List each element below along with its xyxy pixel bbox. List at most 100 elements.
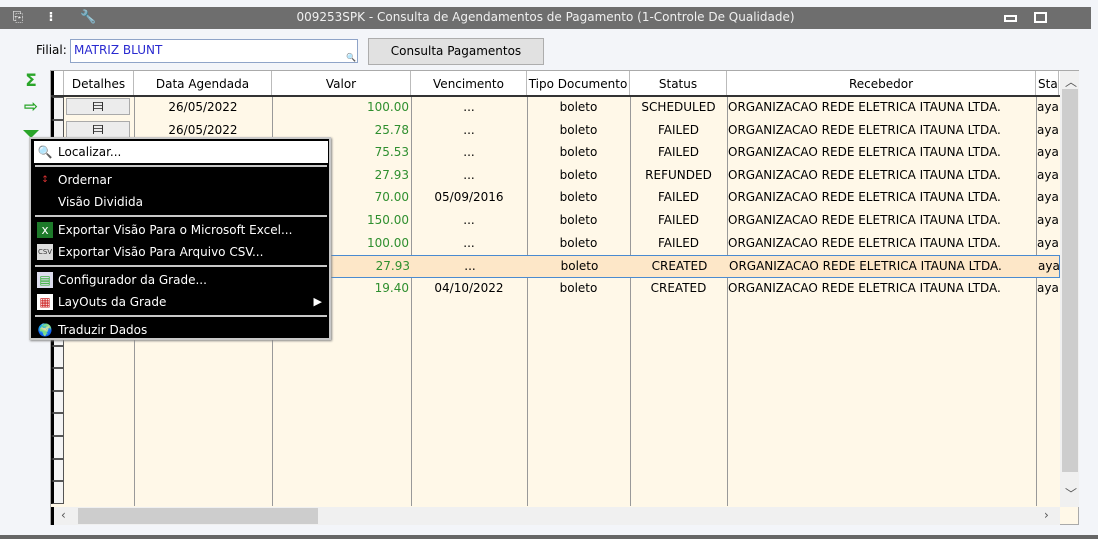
cell-valor: 150.00 (367, 213, 409, 227)
cell-valor: 75.53 (374, 145, 409, 160)
cell-vencimento: ... (463, 145, 475, 160)
layout-icon: ▦ (37, 294, 53, 310)
cell-recebedor: ORGANIZACAO REDE ELETRICA ITAUNA LTDA. (728, 167, 1001, 182)
row-indicator-header (51, 71, 64, 95)
cell-recebedor: ORGANIZACAO REDE ELETRICA ITAUNA LTDA. (728, 213, 1001, 227)
details-button[interactable] (66, 120, 130, 138)
traffic-light-icon[interactable]: ⁝ (48, 10, 54, 25)
row-indicator (51, 345, 64, 369)
export-icon[interactable]: ⎘ (12, 10, 24, 25)
cell-status: REFUNDED (645, 167, 712, 182)
cell-valor: 27.93 (375, 259, 410, 274)
cell-tipo: boleto (560, 259, 599, 274)
row-indicator (51, 390, 64, 414)
cell-tipo: boleto (559, 145, 598, 160)
horizontal-scrollbar[interactable]: ‹ › (51, 507, 1060, 525)
cell-status: FAILED (657, 190, 700, 205)
col-vencimento[interactable]: Vencimento (411, 71, 527, 95)
cell-tipo: boleto (559, 190, 598, 205)
menu-item-configurador-grade[interactable]: ▤ Configurador da Grade... (34, 269, 328, 291)
col-status[interactable]: Status (630, 71, 727, 95)
menu-label: Visão Dividida (58, 195, 143, 209)
menu-item-localizar[interactable]: 🔍 Localizar... (34, 141, 328, 163)
cell-recebedor: ORGANIZACAO REDE ELETRICA ITAUNA LTDA. (728, 280, 1001, 295)
cell-recebedor: ORGANIZACAO REDE ELETRICA ITAUNA LTDA. (728, 190, 1001, 205)
cell-status: SCHEDULED (641, 100, 716, 114)
menu-label: Exportar Visão Para o Microsoft Excel... (58, 223, 293, 237)
filial-value: MATRIZ BLUNT (74, 43, 163, 57)
col-valor[interactable]: Valor (272, 71, 411, 95)
maximize-button[interactable] (1034, 12, 1047, 23)
cell-valor: 27.93 (374, 167, 409, 182)
cell-vencimento: 05/09/2016 (434, 190, 504, 205)
menu-label: Configurador da Grade... (58, 273, 207, 287)
title-bar: ⎘ ⁝ 🔧 009253SPK - Consulta de Agendament… (0, 7, 1091, 29)
col-sta[interactable]: Sta (1036, 71, 1059, 95)
scroll-up-icon[interactable]: ︿ (1065, 75, 1078, 89)
cell-vencimento: ... (463, 100, 475, 114)
filter-icon[interactable] (23, 130, 39, 138)
filial-input[interactable]: MATRIZ BLUNT 🔍 (70, 39, 358, 63)
cell-sta: aya (1037, 235, 1059, 250)
col-detalhes[interactable]: Detalhes (64, 71, 134, 95)
globe-icon: 🌍 (37, 323, 53, 337)
col-data-agendada[interactable]: Data Agendada (134, 71, 272, 95)
menu-label: Ordernar (58, 173, 112, 187)
menu-label: Exportar Visão Para Arquivo CSV... (58, 245, 264, 259)
horizontal-scroll-thumb[interactable] (78, 508, 318, 524)
scroll-right-icon[interactable]: › (1044, 508, 1049, 522)
cell-tipo: boleto (559, 235, 598, 250)
lookup-icon[interactable]: 🔍 (346, 53, 356, 62)
context-menu: 🔍 Localizar... ↕ Ordernar Visão Dividida x… (29, 137, 331, 340)
cell-sta: aya (1037, 167, 1059, 182)
csv-icon: CSV (37, 244, 53, 260)
menu-item-ordernar[interactable]: ↕ Ordernar (34, 169, 328, 191)
cell-recebedor: ORGANIZACAO REDE ELETRICA ITAUNA LTDA. (728, 145, 1001, 160)
grid-header: Detalhes Data Agendada Valor Vencimento … (51, 71, 1060, 97)
cell-recebedor: ORGANIZACAO REDE ELETRICA ITAUNA LTDA. (728, 122, 1001, 137)
consulta-pagamentos-button[interactable]: Consulta Pagamentos (368, 38, 544, 65)
filial-label: Filial: (36, 43, 67, 57)
cell-sta: aya (1037, 213, 1059, 227)
sigma-icon[interactable]: Σ (25, 71, 37, 91)
scroll-down-icon[interactable]: ﹀ (1065, 487, 1078, 501)
cell-tipo: boleto (559, 213, 598, 227)
cell-tipo: boleto (559, 100, 598, 114)
row-indicator (51, 413, 64, 436)
cell-sta: aya (1037, 280, 1059, 295)
menu-label: Traduzir Dados (58, 323, 148, 337)
cell-recebedor: ORGANIZACAO REDE ELETRICA ITAUNA LTDA. (728, 100, 1001, 114)
wrench-icon[interactable]: 🔧 (80, 10, 97, 25)
cell-recebedor: ORGANIZACAO REDE ELETRICA ITAUNA LTDA. (728, 235, 1001, 250)
row-indicator[interactable] (51, 97, 64, 120)
excel-icon: x (37, 222, 53, 238)
col-recebedor[interactable]: Recebedor (727, 71, 1036, 95)
vertical-scrollbar[interactable]: ︿ ﹀ (1060, 71, 1079, 507)
cell-status: FAILED (657, 145, 700, 160)
export-icon[interactable]: ⇨ (23, 97, 39, 117)
details-button[interactable] (66, 98, 130, 115)
table-row[interactable]: 26/05/2022 100.00 ... boleto SCHEDULED O… (51, 97, 1060, 120)
cell-status: FAILED (657, 213, 700, 227)
col-tipo-documento[interactable]: Tipo Documento (527, 71, 630, 95)
table-row[interactable]: 26/05/2022 25.78 ... boleto FAILED ORGAN… (51, 119, 1060, 143)
grid-config-icon: ▤ (37, 272, 53, 288)
menu-item-exportar-excel[interactable]: x Exportar Visão Para o Microsoft Excel..… (34, 219, 328, 241)
cell-vencimento: ... (463, 235, 475, 250)
cell-tipo: boleto (559, 280, 598, 295)
cell-sta: aya (1037, 145, 1059, 160)
menu-item-exportar-csv[interactable]: CSV Exportar Visão Para Arquivo CSV... (34, 241, 328, 263)
row-indicator (51, 436, 64, 459)
menu-item-layouts-grade[interactable]: ▦ LayOuts da Grade ▶ (34, 291, 328, 313)
cell-status: CREATED (651, 259, 708, 274)
details-icon (93, 102, 103, 111)
menu-label: Localizar... (58, 145, 122, 159)
cell-sta: aya (1037, 122, 1059, 137)
scroll-left-icon[interactable]: ‹ (61, 508, 66, 522)
menu-item-visao-dividida[interactable]: Visão Dividida (34, 191, 328, 213)
vertical-scroll-thumb[interactable] (1062, 89, 1078, 472)
menu-item-traduzir-dados[interactable]: 🌍 Traduzir Dados (34, 319, 328, 341)
minimize-button[interactable] (1004, 15, 1017, 22)
window-title: 009253SPK - Consulta de Agendamentos de … (296, 10, 795, 24)
submenu-arrow-icon: ▶ (313, 295, 322, 308)
